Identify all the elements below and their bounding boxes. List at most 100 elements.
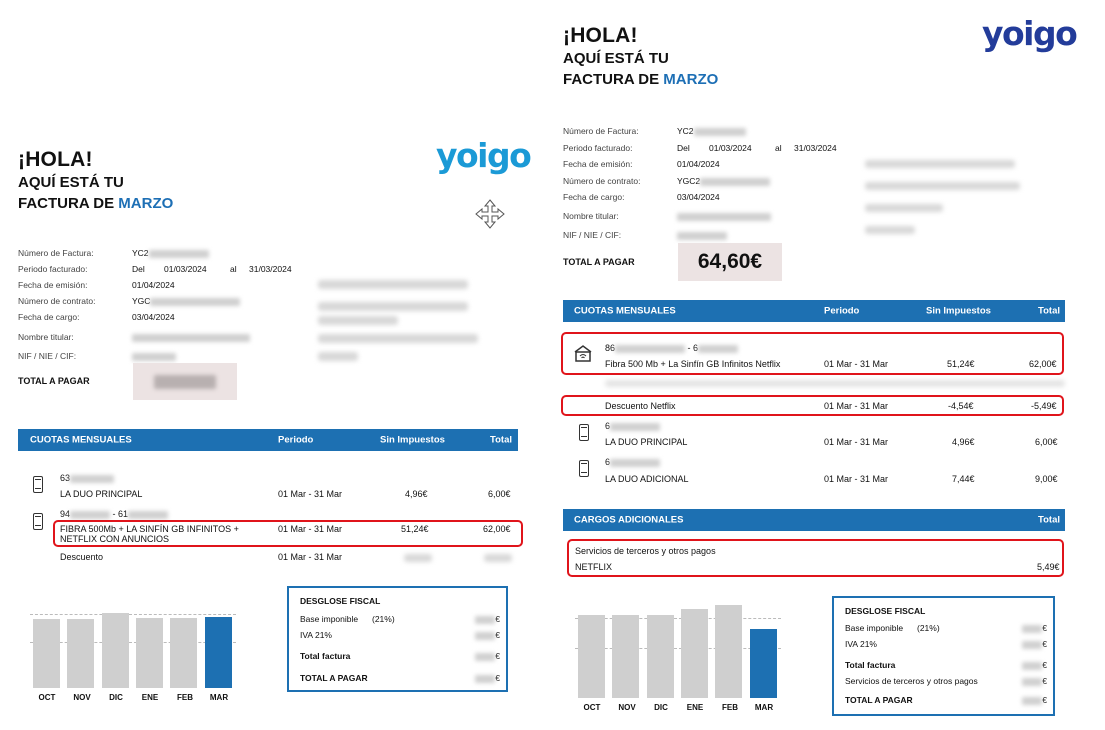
label-invoice-number: Número de Factura: [563,126,639,136]
fiscal-euro: € [495,614,500,624]
label-contract-number: Número de contrato: [18,296,96,306]
greeting-month: MARZO [663,71,719,88]
line2-number: 94 - 61 [60,509,169,519]
fiscal-breakdown-left: DESGLOSE FISCAL Base imponible (21%) IVA… [287,586,508,692]
duo1-number: 6 [605,421,661,431]
highlight-netflix-charge [567,539,1064,577]
netflix-discount-net: -4,54€ [948,401,974,411]
monthly-fees-header: CUOTAS MENSUALES Periodo Sin Impuestos T… [563,300,1065,322]
duo1-period: 01 Mar - 31 Mar [824,437,889,447]
line1-period: 01 Mar - 31 Mar [278,489,343,499]
fiscal-base: Base imponible [300,614,359,624]
fiscal-euro: € [1042,623,1047,633]
line2-mid: - 61 [112,509,129,519]
highlight-fiber-line [561,332,1064,375]
label-charge-date: Fecha de cargo: [18,312,80,322]
label-charge-date: Fecha de cargo: [563,192,625,202]
fiscal-euro: € [495,673,500,683]
fiscal-euro: € [495,651,500,661]
greeting-factura-de: FACTURA DE [563,71,660,88]
duo1-plan: LA DUO PRINCIPAL [605,437,688,447]
duo2-period: 01 Mar - 31 Mar [824,474,889,484]
contract-prefix: YGC [132,296,151,306]
fiber-plan: Fibra 500 Mb + La Sinfín GB Infinitos Ne… [605,359,781,369]
invoice-meta: Número de Factura: YC2 Periodo facturado:… [563,126,863,246]
invoice-meta: Número de Factura: YC2 Periodo facturado:… [18,248,318,368]
greeting-month: MARZO [118,195,174,212]
fiscal-total-invoice: Total factura [300,651,351,661]
line2-net: 51,24€ [401,524,429,534]
chart-bar-mar [750,629,777,698]
chart-bar-dic [102,613,129,688]
period-del: Del [132,264,145,274]
chart-tick-ene: ENE [141,693,159,702]
label-period: Periodo facturado: [563,143,633,153]
contract-number-value: YGC [132,296,241,306]
router-icon [574,345,592,362]
netflix-charge-total: 5,49€ [1037,562,1060,572]
greeting-hola: ¡HOLA! [18,148,93,171]
mobile-phone-icon [33,513,43,530]
contract-prefix: YGC2 [677,176,701,186]
fiber-prefix: 86 [605,343,616,353]
line2-period: 01 Mar - 31 Mar [278,524,343,534]
netflix-discount-total: -5,49€ [1031,401,1057,411]
duo2-net: 7,44€ [952,474,975,484]
duo2-prefix: 6 [605,457,611,467]
period-to: 31/03/2024 [249,264,292,274]
chart-gridline [575,618,781,619]
label-contract-number: Número de contrato: [563,176,641,186]
chart-bar-oct [578,615,605,698]
greeting-line3: FACTURA DE MARZO [563,69,718,90]
total-to-pay-amount: 64,60€ [678,243,782,281]
chart-bar-oct [33,619,60,688]
yoigo-logo: yoigo [982,14,1078,53]
discount-period: 01 Mar - 31 Mar [278,552,343,562]
additional-charges-title: CARGOS ADICIONALES [574,514,684,526]
fiscal-base: Base imponible [845,623,904,633]
fiscal-title: DESGLOSE FISCAL [845,606,926,616]
chart-tick-mar: MAR [209,693,229,702]
mobile-phone-icon [579,424,589,441]
fiscal-iva: IVA 21% [300,630,332,640]
third-party-services: Servicios de terceros y otros pagos [575,546,716,556]
chart-bar-ene [681,609,708,698]
fiscal-total-invoice: Total factura [845,660,896,670]
chart-bar-nov [612,615,639,698]
label-nif: NIF / NIE / CIF: [563,230,622,240]
fiscal-euro: € [1042,695,1047,705]
invoice-left: ¡HOLA! AQUÍ ESTÁ TU FACTURA DE MARZO yoi… [0,130,540,730]
duo1-prefix: 6 [605,421,611,431]
period-al: al [230,264,237,274]
chart-tick-oct: OCT [38,693,56,702]
chart-gridline [30,642,236,643]
issue-date: 01/04/2024 [132,280,175,290]
chart-bar-feb [170,618,197,688]
chart-tick-ene: ENE [686,703,704,712]
chart-bar-mar [205,617,232,688]
period-to: 31/03/2024 [794,143,837,153]
chart-gridline [575,648,781,649]
netflix-discount-period: 01 Mar - 31 Mar [824,401,889,411]
greeting-line2: AQUÍ ESTÁ TU [563,50,669,67]
monthly-fees-header: CUOTAS MENSUALES Periodo Sin Impuestos T… [18,429,518,451]
line2-plan-a: FIBRA 500Mb + LA SINFÍN GB INFINITOS + [60,524,239,534]
col-period: Periodo [278,434,314,446]
chart-tick-oct: OCT [583,703,601,712]
col-period: Periodo [824,305,860,317]
duo2-total: 9,00€ [1035,474,1058,484]
period-al: al [775,143,782,153]
fiscal-third-party: Servicios de terceros y otros pagos [845,676,978,686]
fiber-period: 01 Mar - 31 Mar [824,359,889,369]
greeting-line2: AQUÍ ESTÁ TU [18,174,124,191]
line2-prefix: 94 [60,509,71,519]
charge-date: 03/04/2024 [132,312,175,322]
total-to-pay-amount [133,363,237,400]
monthly-fees-title: CUOTAS MENSUALES [574,305,676,317]
total-to-pay-label: TOTAL A PAGAR [563,257,635,267]
consumption-chart-right: OCT NOV DIC ENE FEB MAR [575,598,781,712]
duo1-total: 6,00€ [1035,437,1058,447]
label-holder: Nombre titular: [18,332,74,342]
total-to-pay-label: TOTAL A PAGAR [18,376,90,386]
greeting-line3: FACTURA DE MARZO [18,193,173,214]
